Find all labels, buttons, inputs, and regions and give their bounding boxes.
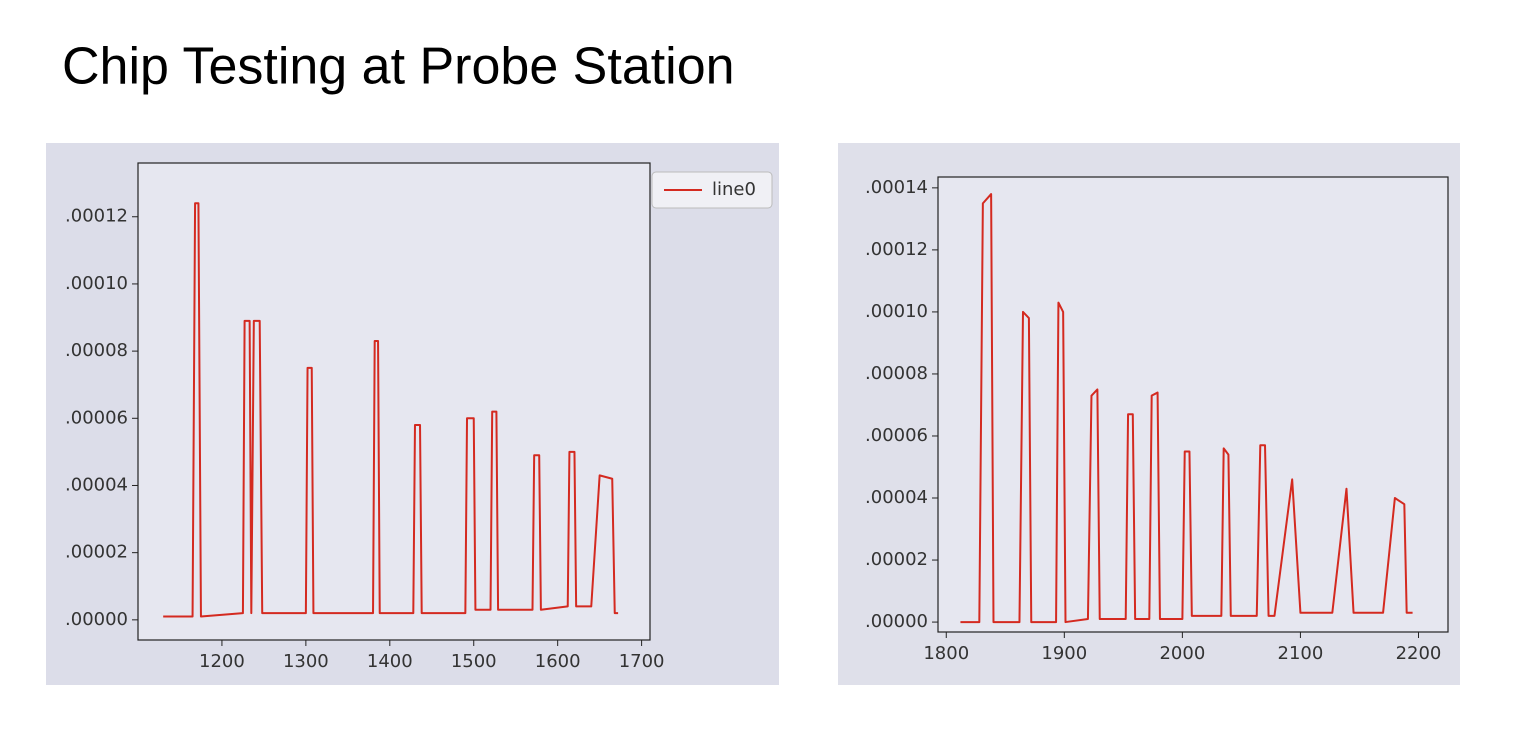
y-tick-label: .00004 [65,474,128,495]
x-tick-label: 2100 [1278,643,1324,664]
y-tick-label: .00006 [65,407,128,428]
x-tick-label: 2200 [1396,643,1442,664]
x-tick-label: 1300 [283,651,329,672]
plot-area [137,162,651,641]
y-tick-label: .00000 [865,611,928,632]
x-tick-label: 1200 [199,651,245,672]
y-tick-label: .00004 [865,487,928,508]
y-tick-label: .00012 [865,239,928,260]
legend-box [651,171,773,209]
x-tick-label: 1500 [451,651,497,672]
x-tick-label: 1700 [619,651,665,672]
data-line [960,193,1413,624]
x-tick-label: 1900 [1041,643,1087,664]
y-tick-label: .00014 [865,177,928,198]
y-tick-label: .00010 [865,301,928,322]
y-tick-label: .00008 [865,363,928,384]
data-line [163,202,619,618]
x-tick-label: 2000 [1159,643,1205,664]
y-tick-label: .00010 [65,273,128,294]
plot-area [937,176,1449,633]
x-tick-label: 1400 [367,651,413,672]
y-tick-label: .00006 [865,425,928,446]
x-tick-label: 1800 [923,643,969,664]
x-tick-label: 1600 [535,651,581,672]
legend-label: line0 [712,179,756,200]
y-tick-label: .00012 [65,206,128,227]
y-tick-label: .00008 [65,340,128,361]
slide-title: Chip Testing at Probe Station [62,38,735,96]
y-tick-label: .00002 [65,542,128,563]
y-tick-label: .00000 [65,609,128,630]
y-tick-label: .00002 [865,549,928,570]
